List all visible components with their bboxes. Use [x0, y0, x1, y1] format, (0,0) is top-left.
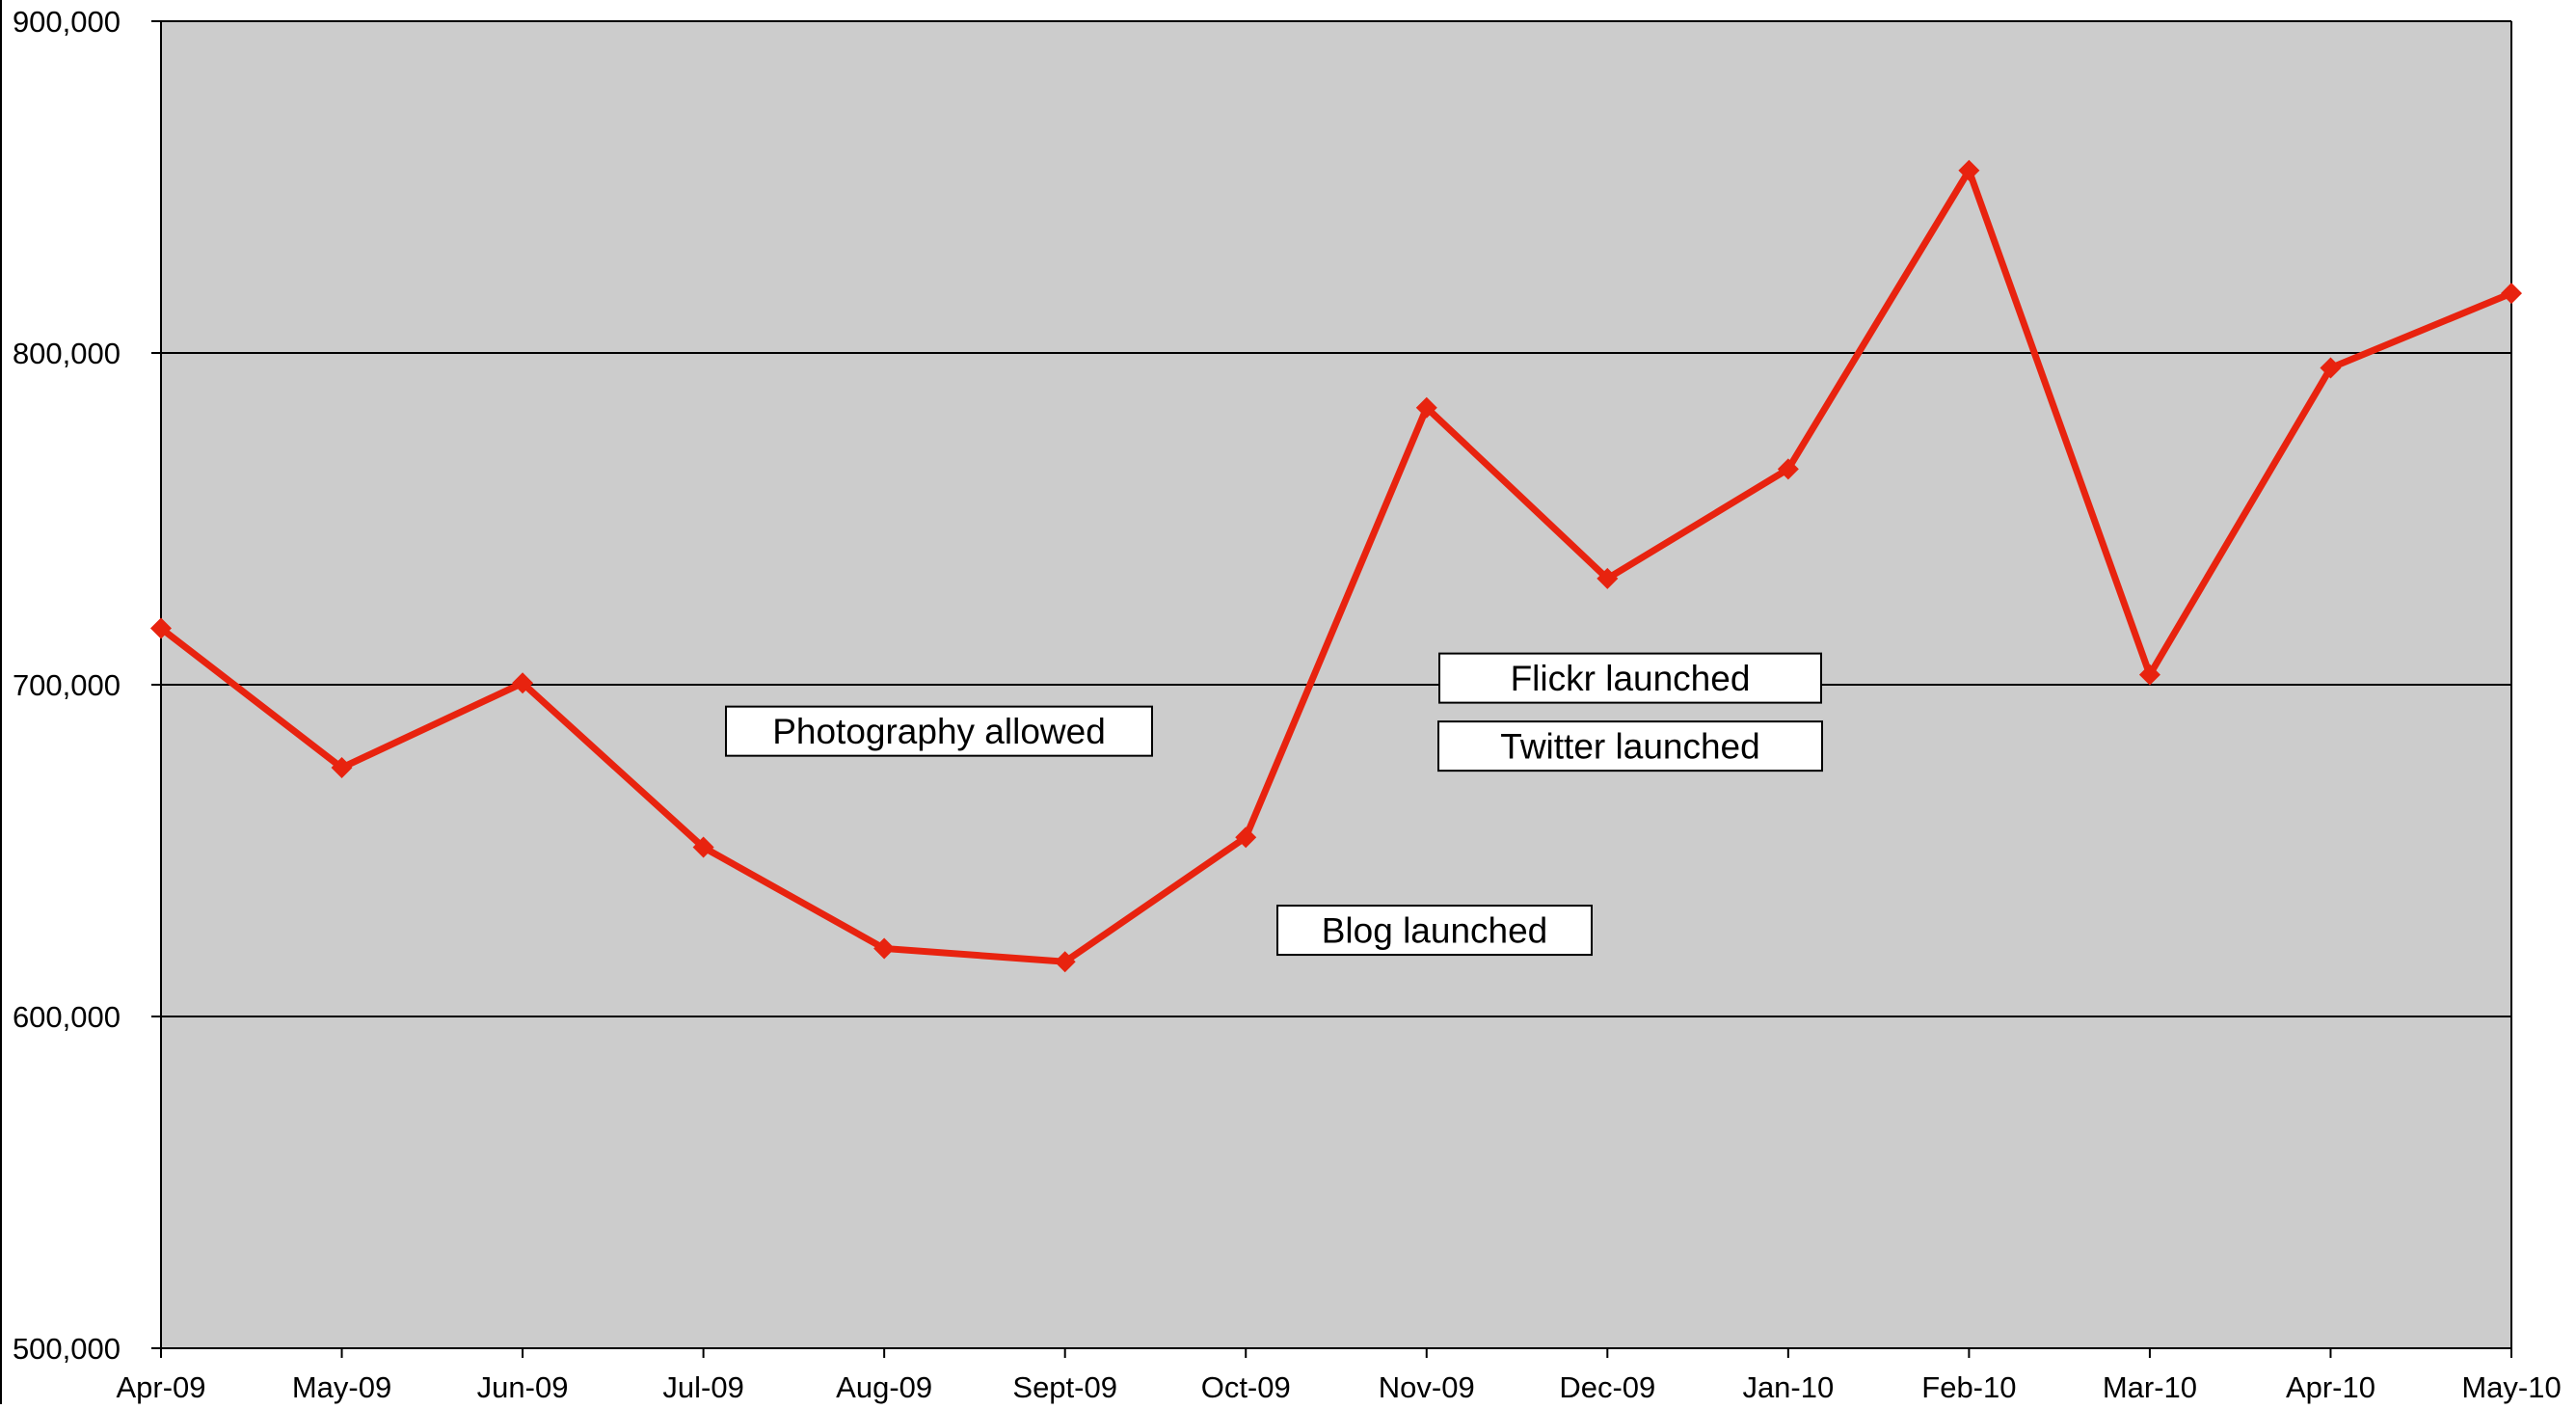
annotation-callout: Blog launched	[1276, 905, 1593, 957]
data-point-marker	[331, 757, 353, 778]
annotations: Photography allowed Blog launched Flickr l…	[725, 652, 1823, 957]
data-point-marker	[692, 836, 714, 858]
annotation-box	[1276, 905, 1593, 957]
annotation-callout: Twitter launched	[1437, 720, 1823, 772]
data-point-marker	[2138, 664, 2160, 686]
data-point-marker	[1597, 567, 1619, 589]
annotation-box	[1437, 720, 1823, 772]
x-tick-label: Sept-09	[1012, 1370, 1117, 1404]
x-tick-label: Apr-09	[116, 1370, 205, 1404]
data-point-marker	[1958, 159, 1980, 181]
x-axis-ticks: Apr-09 May-09 Jun-09 Jul-09 Aug-09 Sept-09 Oct…	[116, 1348, 2562, 1404]
annotation-callout: Photography allowed	[725, 705, 1153, 757]
annotation-label: Blog launched	[1322, 911, 1548, 951]
x-tick-label: Jan-10	[1742, 1370, 1834, 1404]
series-layer	[150, 159, 2522, 973]
data-point-marker	[1054, 951, 1076, 973]
x-tick-label: Apr-10	[2286, 1370, 2375, 1404]
x-tick-label: Aug-09	[836, 1370, 932, 1404]
x-tick-label: May-09	[292, 1370, 391, 1404]
x-tick-label: Jun-09	[477, 1370, 569, 1404]
annotation-box	[725, 705, 1153, 757]
x-tick-label: Jul-09	[662, 1370, 743, 1404]
data-point-marker	[1415, 396, 1437, 419]
data-point-marker	[150, 617, 172, 639]
data-point-marker	[1235, 826, 1257, 849]
data-point-marker	[512, 672, 534, 694]
series-line	[158, 162, 2513, 965]
y-tick-label: 900,000	[13, 5, 121, 39]
y-axis-ticks: 500,000 600,000 700,000 800,000 900,000	[13, 5, 161, 1366]
data-point-marker	[873, 937, 896, 960]
annotation-callout: Flickr launched	[1438, 652, 1822, 704]
annotation-label: Flickr launched	[1511, 659, 1751, 698]
x-tick-label: Dec-09	[1559, 1370, 1655, 1404]
y-tick-label: 800,000	[13, 337, 121, 370]
data-point-marker	[2501, 283, 2522, 305]
x-tick-label: Mar-10	[2103, 1370, 2197, 1404]
x-tick-label: Nov-09	[1379, 1370, 1475, 1404]
annotation-label: Twitter launched	[1500, 727, 1759, 767]
data-point-marker	[1777, 458, 1799, 480]
x-tick-label: May-10	[2461, 1370, 2561, 1404]
y-tick-label: 700,000	[13, 668, 121, 702]
x-tick-label: Feb-10	[1921, 1370, 2016, 1404]
x-tick-label: Oct-09	[1201, 1370, 1291, 1404]
annotation-label: Photography allowed	[772, 712, 1106, 751]
data-point-marker	[2320, 357, 2342, 379]
y-tick-label: 500,000	[13, 1332, 121, 1366]
y-tick-label: 600,000	[13, 1000, 121, 1034]
annotation-box	[1438, 652, 1822, 704]
